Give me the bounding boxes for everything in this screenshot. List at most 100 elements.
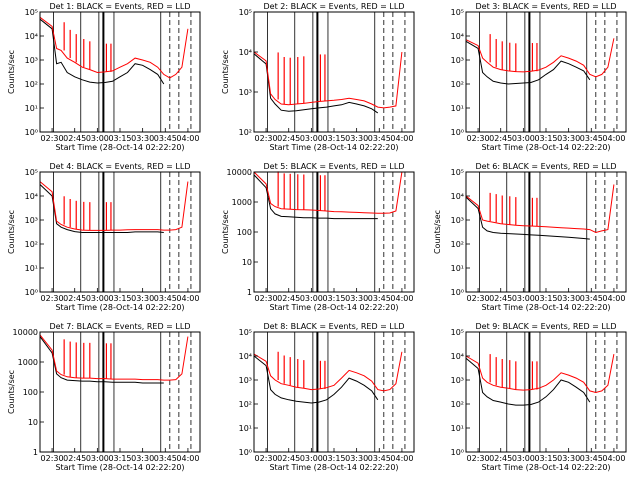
- y-tick-label: 10⁰: [451, 128, 464, 137]
- x-axis-label: Start Time (28-Oct-14 02:22:20): [55, 143, 184, 152]
- y-tick-label: 10⁵: [239, 8, 252, 17]
- x-tick-label: 02:30: [255, 134, 278, 143]
- x-tick-label: 02:45: [277, 294, 300, 303]
- panel-title: Det 6: BLACK = Events, RED = LLD: [476, 162, 617, 171]
- series-line: [39, 181, 189, 231]
- x-tick-label: 04:00: [602, 294, 625, 303]
- x-tick-label: 03:30: [557, 134, 580, 143]
- y-tick-label: 1000: [18, 358, 38, 367]
- x-tick-label: 03:30: [557, 294, 580, 303]
- x-tick-label: 03:30: [345, 294, 368, 303]
- series-line: [253, 171, 403, 214]
- y-tick-label: 10⁴: [25, 192, 38, 201]
- plot-frame: [253, 331, 415, 453]
- y-axis-label: Counts/sec: [7, 50, 16, 94]
- x-axis-label: Start Time (28-Oct-14 02:22:20): [55, 303, 184, 312]
- panel-title: Det 7: BLACK = Events, RED = LLD: [50, 322, 191, 331]
- y-tick-label: 10¹: [239, 424, 252, 433]
- y-tick-label: 10: [28, 418, 38, 427]
- panel-title: Det 9: BLACK = Events, RED = LLD: [476, 322, 617, 331]
- x-tick-label: 04:00: [176, 454, 199, 463]
- x-tick-label: 03:15: [108, 134, 131, 143]
- panel-4: Det 4: BLACK = Events, RED = LLD 10⁰ 10¹ 10…: [7, 162, 201, 312]
- y-tick-label: 10⁴: [451, 192, 464, 201]
- y-axis-label: Counts/sec: [221, 210, 230, 254]
- y-tick-label: 10⁰: [25, 288, 38, 297]
- y-tick-label: 10000: [227, 168, 252, 177]
- x-tick-label: 02:45: [489, 454, 512, 463]
- y-tick-label: 10³: [239, 376, 252, 385]
- x-tick-label: 03:45: [154, 294, 177, 303]
- x-tick-label: 03:00: [86, 454, 109, 463]
- series-line: [39, 18, 165, 85]
- x-tick-label: 03:00: [86, 134, 109, 143]
- panel-1: Det 1: BLACK = Events, RED = LLD 10⁰ 10¹ 10…: [7, 2, 201, 152]
- y-tick-label: 10³: [451, 56, 464, 65]
- x-tick-label: 02:30: [255, 294, 278, 303]
- y-tick-label: 10²: [239, 128, 252, 137]
- x-tick-label: 03:15: [534, 134, 557, 143]
- x-tick-label: 03:45: [580, 294, 603, 303]
- x-tick-label: 04:00: [602, 454, 625, 463]
- x-tick-label: 03:15: [322, 294, 345, 303]
- x-axis-label: Start Time (28-Oct-14 02:22:20): [481, 303, 610, 312]
- x-tick-label: 02:45: [63, 454, 86, 463]
- y-tick-label: 100: [237, 228, 252, 237]
- y-tick-label: 10⁴: [239, 352, 252, 361]
- panel-9: Det 9: BLACK = Events, RED = LLD 10⁰ 10¹ 10…: [451, 322, 627, 472]
- x-tick-label: 03:15: [108, 294, 131, 303]
- x-tick-label: 03:45: [154, 454, 177, 463]
- x-tick-label: 02:30: [41, 454, 64, 463]
- y-tick-label: 100: [23, 388, 38, 397]
- y-tick-label: 10²: [25, 240, 38, 249]
- y-tick-label: 1: [247, 288, 252, 297]
- y-tick-label: 10000: [13, 328, 38, 337]
- x-tick-label: 03:00: [512, 454, 535, 463]
- y-tick-label: 10³: [451, 216, 464, 225]
- x-tick-label: 03:30: [131, 294, 154, 303]
- x-axis-label: Start Time (28-Oct-14 02:22:20): [481, 143, 610, 152]
- y-tick-label: 10³: [451, 376, 464, 385]
- x-tick-label: 03:15: [534, 454, 557, 463]
- x-tick-label: 03:45: [368, 294, 391, 303]
- x-tick-label: 03:15: [534, 294, 557, 303]
- y-tick-label: 10⁵: [239, 328, 252, 337]
- x-axis-label: Start Time (28-Oct-14 02:22:20): [269, 463, 398, 472]
- series-line: [465, 38, 615, 78]
- x-tick-label: 03:30: [557, 454, 580, 463]
- y-tick-label: 10⁴: [239, 48, 252, 57]
- x-tick-label: 04:00: [176, 294, 199, 303]
- x-tick-label: 03:00: [86, 294, 109, 303]
- x-tick-label: 04:00: [602, 134, 625, 143]
- y-tick-label: 10²: [451, 240, 464, 249]
- x-tick-label: 03:00: [300, 454, 323, 463]
- plot-frame: [465, 11, 627, 133]
- panel-3: Det 3: BLACK = Events, RED = LLD 10⁰ 10¹ 10…: [451, 2, 627, 152]
- y-tick-label: 10⁵: [451, 8, 464, 17]
- series-line: [39, 336, 164, 384]
- x-tick-label: 03:00: [300, 294, 323, 303]
- y-tick-label: 10⁵: [25, 8, 38, 17]
- series-line: [253, 51, 403, 109]
- x-tick-label: 03:00: [512, 294, 535, 303]
- y-tick-label: 10⁵: [451, 328, 464, 337]
- series-line: [253, 355, 379, 404]
- x-tick-label: 03:45: [580, 454, 603, 463]
- y-tick-label: 10¹: [25, 264, 38, 273]
- x-tick-label: 03:45: [154, 134, 177, 143]
- x-axis-label: Start Time (28-Oct-14 02:22:20): [481, 463, 610, 472]
- series-line: [465, 40, 591, 85]
- y-tick-label: 10⁰: [239, 448, 252, 457]
- series-line: [253, 174, 378, 220]
- x-tick-label: 03:00: [512, 134, 535, 143]
- plot-frame: [465, 331, 627, 453]
- x-tick-label: 04:00: [390, 454, 413, 463]
- y-tick-label: 10²: [239, 400, 252, 409]
- panel-6: Det 6: BLACK = Events, RED = LLD 10⁰ 10¹ 10…: [433, 162, 627, 312]
- series-line: [39, 334, 189, 381]
- y-axis-label: Counts/sec: [7, 210, 16, 254]
- x-tick-label: 03:30: [131, 134, 154, 143]
- series-line: [465, 184, 615, 234]
- x-tick-label: 02:30: [467, 454, 490, 463]
- x-tick-label: 04:00: [390, 294, 413, 303]
